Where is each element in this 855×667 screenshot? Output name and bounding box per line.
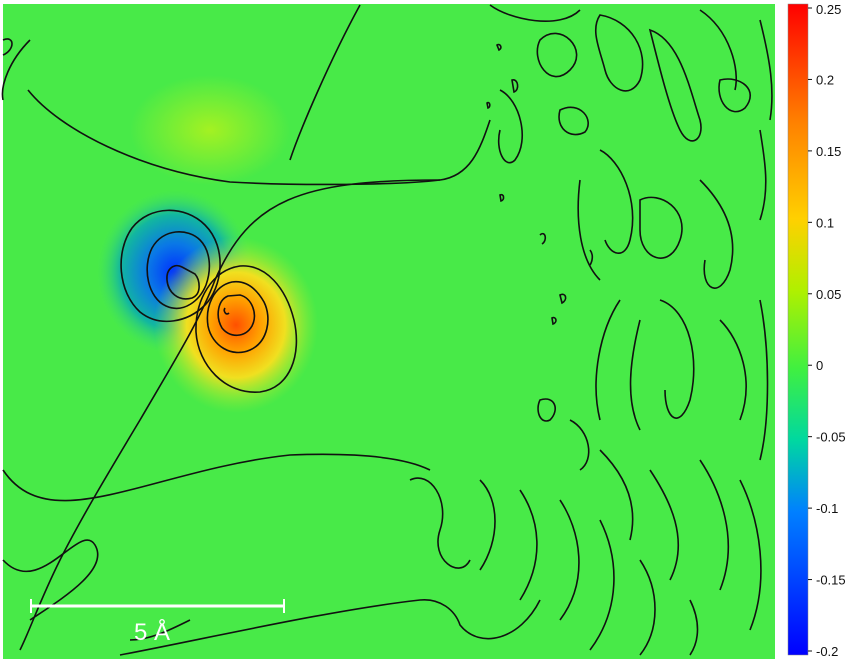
contour-neg-2 [146, 231, 211, 310]
colorbar-tick-label: -0.05 [816, 430, 846, 445]
colorbar-ticks: 0.25 0.2 0.15 0.1 0.05 0 -0.05 -0.1 -0.15 -0.2 [808, 2, 846, 659]
weak-positive-region [130, 75, 290, 185]
contour-pos-3 [217, 294, 256, 337]
colorbar-gradient [787, 3, 809, 656]
contour-lines [1, 4, 541, 656]
colorbar-tick-label: 0.2 [816, 72, 834, 87]
scale-bar: 5 Å [30, 599, 285, 646]
contour-pos-4 [223, 307, 230, 315]
colorbar-tick-label: 0.05 [816, 287, 841, 302]
contour-pos-2 [206, 280, 269, 354]
contour-zero-diagonal [19, 179, 441, 651]
contour-bottom [119, 599, 541, 656]
colorbar-tick-label: 0.15 [816, 144, 841, 159]
contour-neg-3 [166, 264, 200, 300]
colorbar-tick-label: -0.1 [816, 501, 838, 516]
contour-neg-1 [120, 209, 221, 323]
positive-lobe [154, 237, 318, 413]
colorbar-tick-label: -0.15 [816, 573, 846, 588]
background-field [3, 4, 775, 659]
colorbar-tick-label: 0.1 [816, 215, 834, 230]
colorbar: 0.25 0.2 0.15 0.1 0.05 0 -0.05 -0.1 -0.15 -0.2 [787, 2, 846, 659]
plot-area: 5 Å [1, 4, 775, 659]
scale-bar-label: 5 Å [134, 618, 170, 646]
contour-zero-top [1, 39, 491, 186]
colorbar-tick-label: 0 [816, 358, 823, 373]
contour-pos-1 [195, 265, 298, 393]
colorbar-tick-label: 0.25 [816, 2, 841, 17]
contour-lower [2, 453, 431, 502]
colorbar-tick-label: -0.2 [816, 644, 838, 659]
oscillating-contours [409, 4, 773, 656]
